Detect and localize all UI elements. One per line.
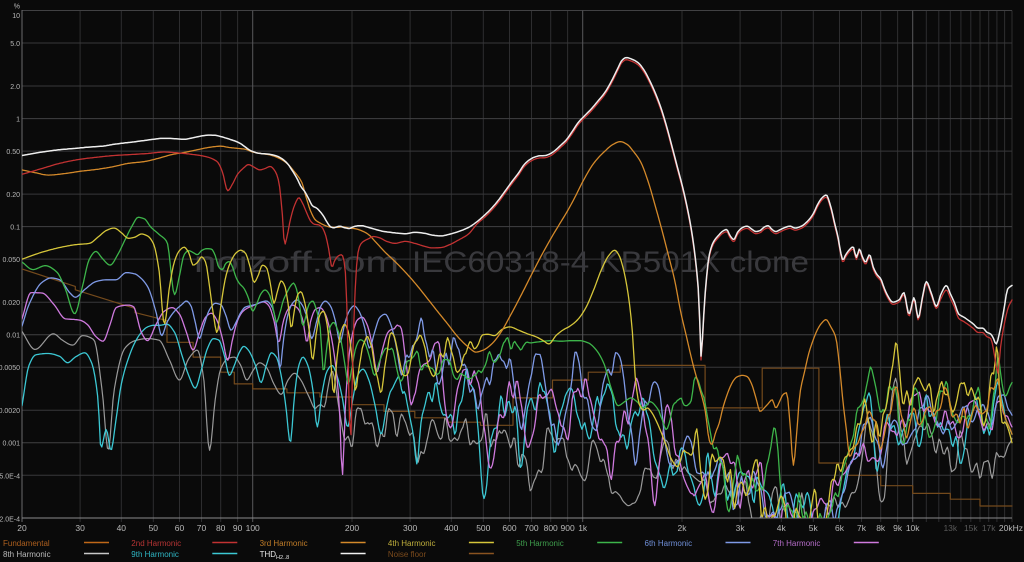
svg-text:5.0E-4: 5.0E-4 [0,473,20,480]
svg-text:IEC60318-4 KB501X clone: IEC60318-4 KB501X clone [412,246,809,279]
svg-text:0.1: 0.1 [10,225,20,232]
svg-text:5.0: 5.0 [10,41,20,48]
svg-text:0.0020: 0.0020 [0,408,20,415]
svg-text:2.0E-4: 2.0E-4 [0,516,20,523]
svg-text:0.01: 0.01 [6,333,20,340]
svg-text:400: 400 [444,523,458,533]
svg-text:900: 900 [561,523,575,533]
svg-text:80: 80 [216,523,226,533]
svg-text:0.020: 0.020 [2,300,20,307]
svg-text:4th Harmonic: 4th Harmonic [388,539,436,548]
svg-text:6th Harmonic: 6th Harmonic [645,539,693,548]
svg-text:%: % [14,4,20,11]
svg-text:300: 300 [403,523,417,533]
svg-text:100: 100 [246,523,260,533]
svg-text:15k: 15k [964,523,978,533]
svg-text:60: 60 [175,523,185,533]
svg-text:7k: 7k [857,523,867,533]
svg-text:800: 800 [544,523,558,533]
svg-text:3rd Harmonic: 3rd Harmonic [260,539,308,548]
svg-text:THDH2..8: THDH2..8 [260,550,290,561]
svg-text:9k: 9k [893,523,903,533]
svg-text:17k: 17k [982,523,996,533]
svg-text:5th Harmonic: 5th Harmonic [516,539,564,548]
svg-text:3k: 3k [736,523,746,533]
svg-text:0.050: 0.050 [2,257,20,264]
svg-text:1: 1 [16,117,20,124]
svg-text:Noise floor: Noise floor [388,550,427,559]
svg-text:50: 50 [149,523,159,533]
svg-text:0.001: 0.001 [2,441,20,448]
svg-text:2nd Harmonic: 2nd Harmonic [131,539,181,548]
svg-text:7th Harmonic: 7th Harmonic [773,539,821,548]
svg-text:10k: 10k [906,523,920,533]
svg-text:5k: 5k [809,523,819,533]
svg-text:6k: 6k [835,523,845,533]
svg-text:10: 10 [12,13,20,20]
svg-text:13k: 13k [943,523,957,533]
svg-text:9th Harmonic: 9th Harmonic [131,550,179,559]
svg-text:500: 500 [476,523,490,533]
svg-text:700: 700 [524,523,538,533]
svg-text:20: 20 [17,523,27,533]
svg-text:1k: 1k [578,523,588,533]
svg-text:noizoff.com: noizoff.com [194,246,399,279]
svg-text:0.20: 0.20 [6,192,20,199]
svg-text:30: 30 [75,523,85,533]
svg-text:Fundamental: Fundamental [3,539,50,548]
svg-text:40: 40 [117,523,127,533]
svg-text:600: 600 [502,523,516,533]
svg-text:2.0: 2.0 [10,84,20,91]
svg-text:8k: 8k [876,523,886,533]
svg-text:90: 90 [233,523,243,533]
svg-text:2k: 2k [678,523,688,533]
svg-text:0.50: 0.50 [6,149,20,156]
svg-text:0.0050: 0.0050 [0,365,20,372]
svg-text:70: 70 [197,523,207,533]
svg-text:200: 200 [345,523,359,533]
svg-text:20kHz: 20kHz [999,523,1023,533]
svg-text:8th Harmonic: 8th Harmonic [3,550,51,559]
svg-text:4k: 4k [777,523,787,533]
